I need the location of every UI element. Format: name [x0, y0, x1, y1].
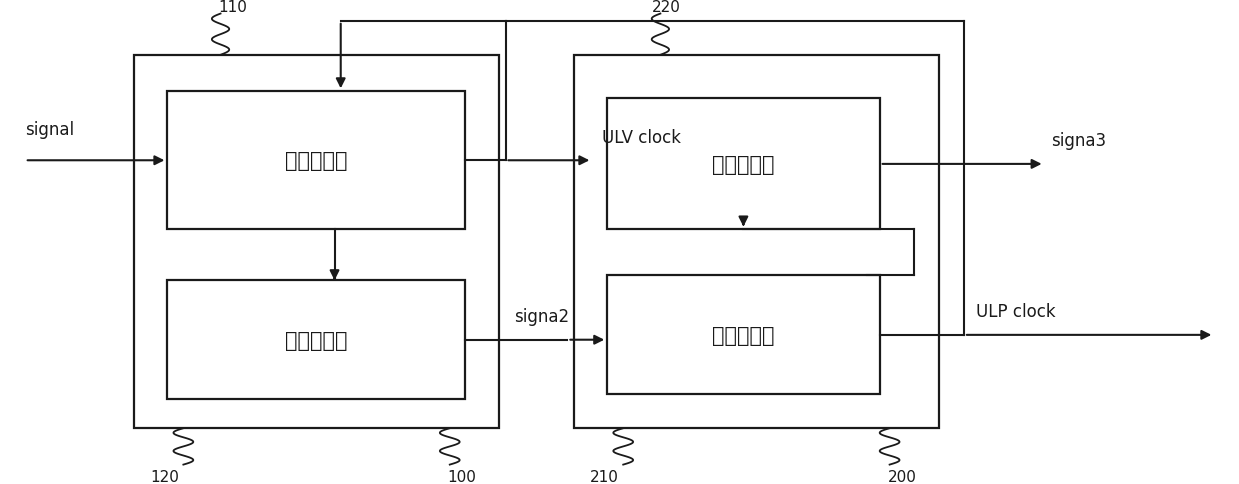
Text: 200: 200: [887, 469, 917, 484]
Bar: [607, 276, 880, 394]
Text: 220: 220: [652, 0, 681, 15]
Text: 第一计数器: 第一计数器: [285, 330, 347, 350]
Text: signal: signal: [25, 121, 74, 139]
Text: ULP clock: ULP clock: [976, 302, 1056, 320]
Text: 100: 100: [447, 469, 477, 484]
Text: signa2: signa2: [514, 307, 569, 326]
Bar: [167, 92, 465, 230]
Text: 第一振荡器: 第一振荡器: [285, 151, 347, 171]
Text: 120: 120: [150, 469, 180, 484]
Text: 210: 210: [590, 469, 620, 484]
Text: 第二振荡器: 第二振荡器: [712, 325, 774, 345]
Bar: [134, 56, 499, 428]
Bar: [607, 99, 880, 230]
Bar: [574, 56, 939, 428]
Text: 第二计数器: 第二计数器: [712, 154, 774, 175]
Text: 110: 110: [218, 0, 248, 15]
Text: ULV clock: ULV clock: [602, 128, 681, 147]
Text: signa3: signa3: [1051, 132, 1105, 150]
Bar: [167, 281, 465, 399]
